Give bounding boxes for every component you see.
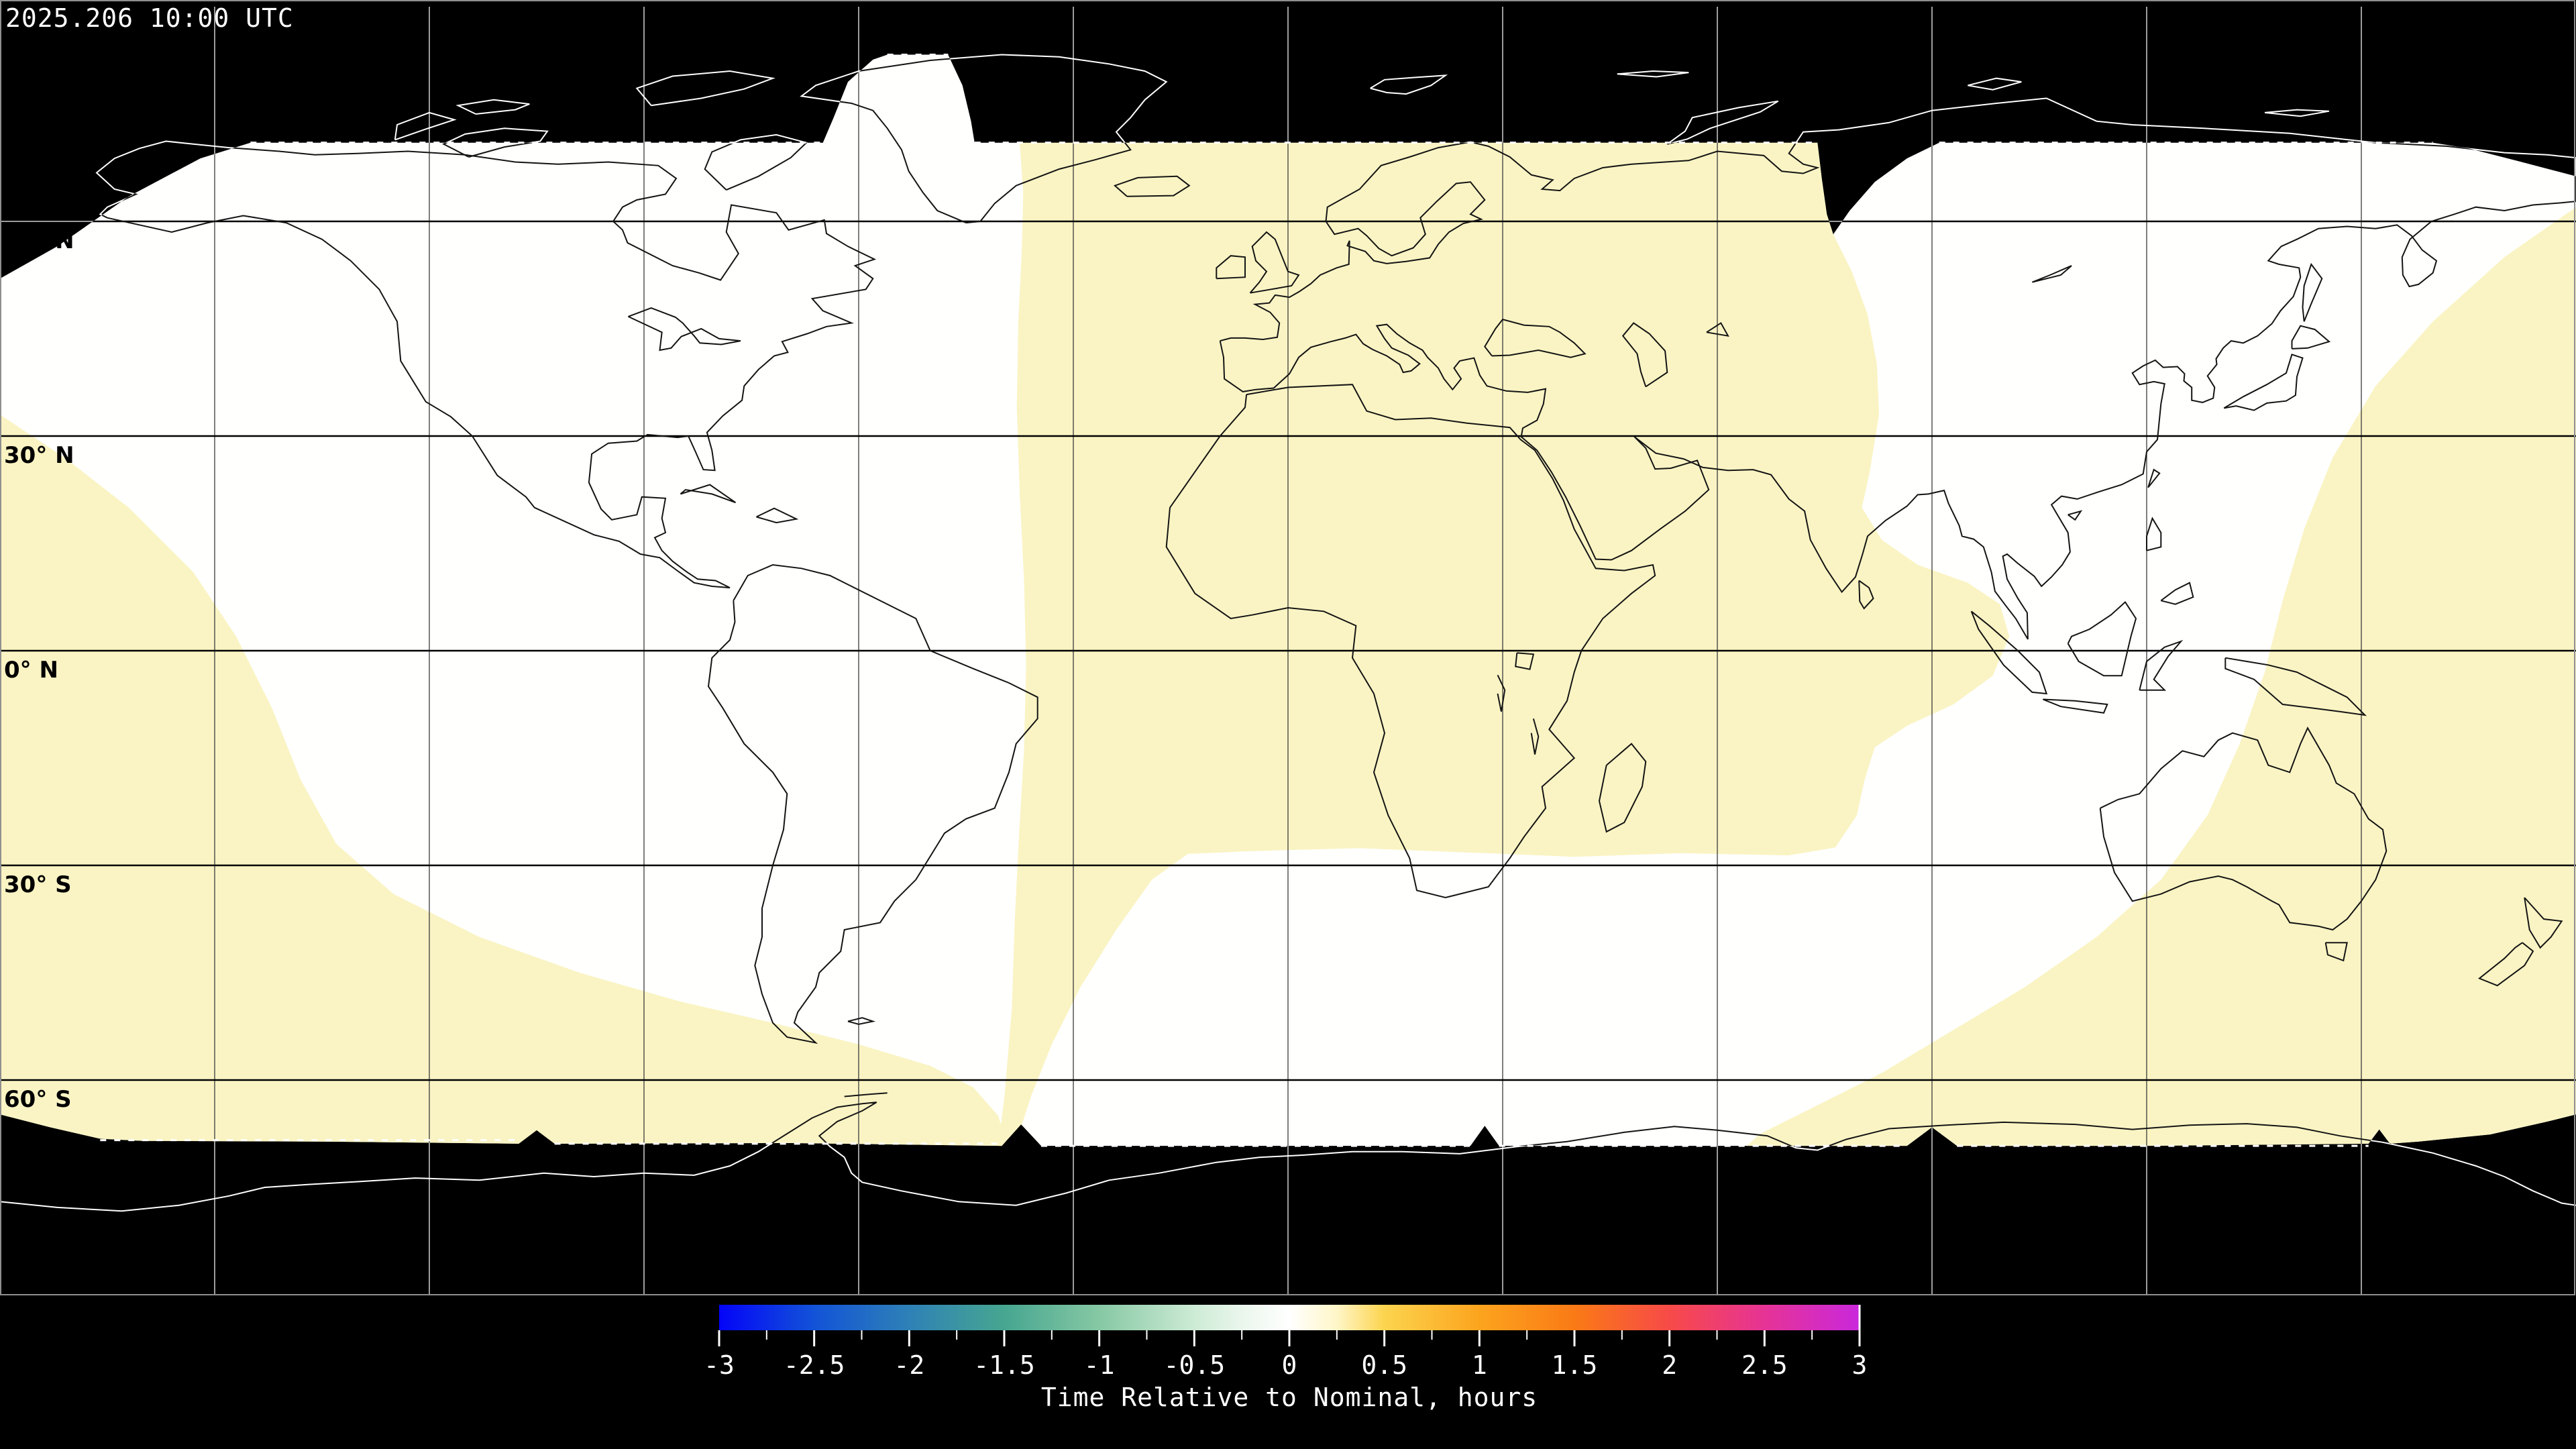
coastline [635,70,775,107]
coastline [1515,652,1535,670]
coastline [2223,354,2304,411]
latitude-label: 60° N [4,227,74,254]
latitude-labels: 60° N 30° N 0° N 30° S 60° S [4,227,74,1113]
colorbar-tick-label: 0.5 [1361,1350,1407,1380]
coastline [2302,262,2323,322]
colorbar-tick-label: -2 [894,1350,924,1380]
coastline [455,99,530,115]
coastline [95,140,877,589]
colorbar-tick-label: -1.5 [973,1350,1035,1380]
coastline [707,564,1038,1044]
colorbar-tick-label: 3 [1852,1350,1868,1380]
coastline [1706,322,1729,337]
coastline [1621,322,1668,388]
coastline [1165,384,1656,899]
graticule-on-data [0,54,2576,1146]
colorbar-tick-label: 2 [1662,1350,1677,1380]
coastline [628,307,741,352]
coastline [2146,517,2162,551]
latitude-label: 0° N [4,657,58,684]
colorbar-tick-label: 0 [1282,1350,1297,1380]
coastline [756,507,799,524]
coastline [1484,318,1587,358]
late-swath-region [1746,207,2576,1146]
swath-boundary-dotted-edges [100,53,2433,1147]
coastlines-on-data [0,54,2576,1146]
map-frame [0,0,2575,1295]
coastline [1216,255,1246,280]
latitude-label: 60° S [4,1086,72,1113]
coastline [1666,100,1779,145]
colorbar-tick-label: -3 [704,1350,735,1380]
coastline [1219,97,2576,640]
latitude-label: 30° S [4,871,72,898]
colorbar-title: Time Relative to Nominal, hours [1041,1383,1538,1412]
colorbar-ticks [718,1330,1861,1346]
colorbar-tick-label: 1 [1472,1350,1487,1380]
colorbar-gradient-bar [719,1305,1860,1330]
coastline [2139,639,2184,691]
colorbar-tick-label: -0.5 [1164,1350,1226,1380]
coastline [0,1102,2576,1146]
coastline [1530,718,1540,755]
latitude-label: 30° N [4,442,74,469]
coastline [1113,175,1191,197]
colorbar-tick-labels: -3 -2.5 -2 -1.5 -1 -0.5 0 0.5 1 1.5 2 2.5 3 [704,1350,1867,1380]
colorbar-tick-label: -2.5 [784,1350,845,1380]
colorbar-tick-label: 1.5 [1552,1350,1598,1380]
coastline [1598,743,1647,833]
colorbar: -3 -2.5 -2 -1.5 -1 -0.5 0 0.5 1 1.5 2 2.5 3 Time Rel… [704,1305,1867,1412]
coastline [2160,582,2194,605]
coastline [2524,897,2563,949]
coastline [1370,74,1448,95]
coastline [2264,109,2330,117]
coastline [2478,942,2534,987]
coastline [1249,231,1300,294]
coastline [394,111,457,141]
coastline [2067,600,2137,677]
coastline [2324,942,2348,962]
coastline [1497,674,1506,712]
coastline [680,484,737,504]
coastline [2031,265,2072,283]
coastline [1970,610,2048,695]
coastline [2099,727,2387,931]
colorbar-tick-label: 2.5 [1741,1350,1788,1380]
late-swath-region [0,415,1008,1146]
coastline [1968,77,2022,91]
coastline [1858,580,1874,610]
timestamp-label: 2025.206 10:00 UTC [5,3,294,33]
colorbar-tick-label: -1 [1084,1350,1115,1380]
coastline [1617,70,1689,78]
coastline [2147,468,2161,488]
coastline [2224,657,2367,716]
coastline [844,1092,888,1097]
coastline [847,1017,876,1025]
coastline [2068,510,2083,521]
coastline [2291,325,2331,350]
coastline [2042,698,2108,714]
